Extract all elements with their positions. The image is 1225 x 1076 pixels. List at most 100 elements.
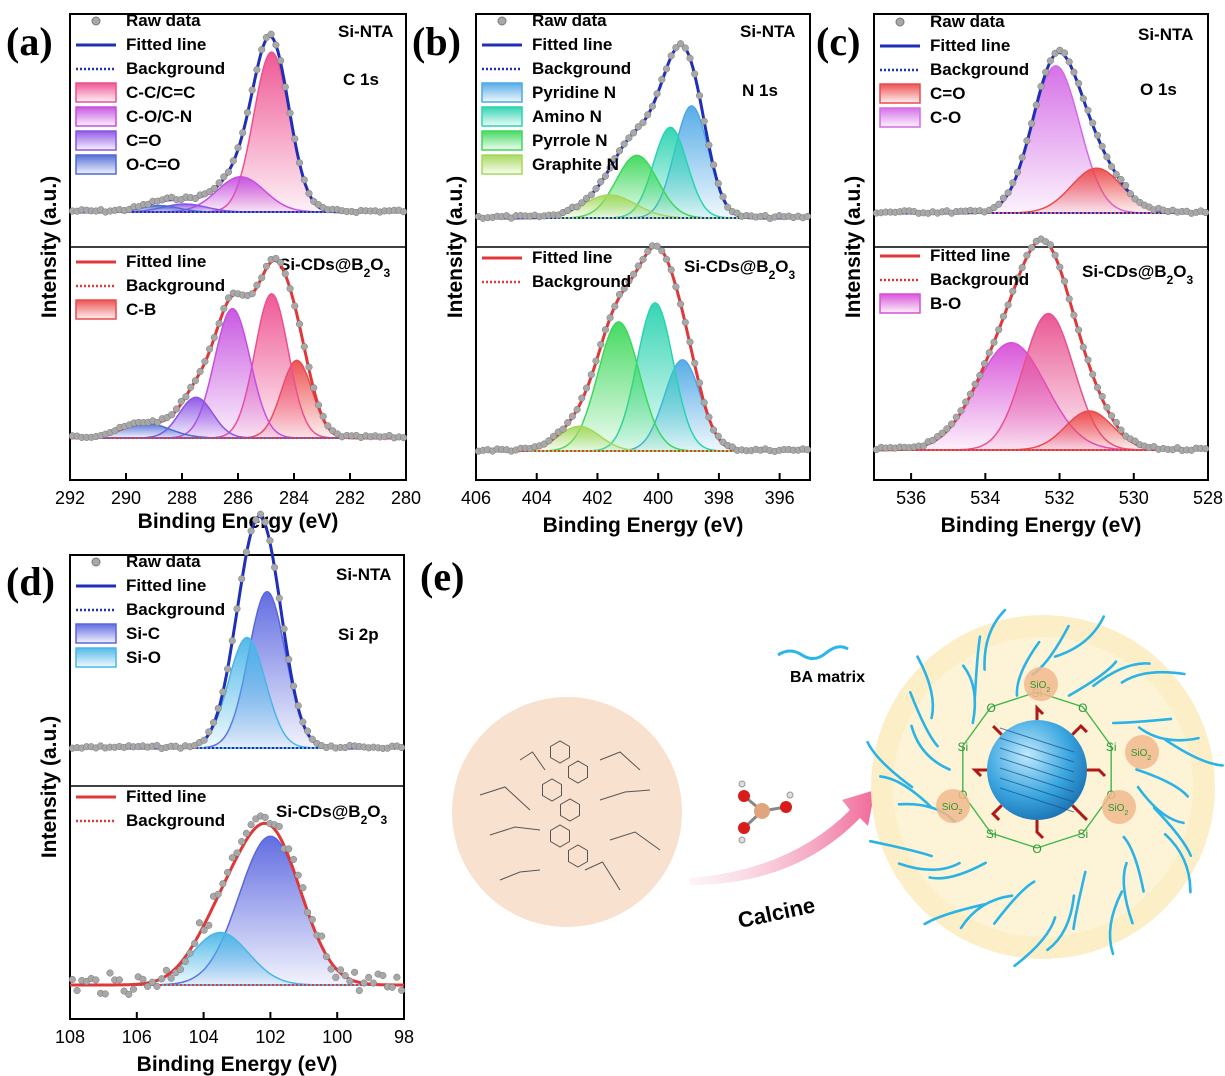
sample-top-b: Si-NTA <box>740 22 795 41</box>
raw-data-point <box>999 194 1007 202</box>
ba-fiber <box>869 839 933 858</box>
raw-data-point <box>686 54 694 62</box>
x-tick-label: 400 <box>643 488 673 508</box>
raw-data-point <box>634 262 642 270</box>
raw-data-point <box>200 736 208 744</box>
x-tick-label: 108 <box>55 1027 85 1047</box>
raw-data-point <box>388 983 396 991</box>
raw-data-point <box>804 446 812 454</box>
raw-data-point <box>724 203 732 211</box>
legend-b-bottom: Fitted line Background <box>482 248 631 291</box>
raw-data-point <box>1032 101 1040 109</box>
legend-swatch-box <box>75 82 117 103</box>
ring-bond <box>568 760 588 784</box>
legend-c-top: Raw data Fitted line Background C=O C-O <box>879 12 1029 128</box>
legend-label: C-O <box>930 108 961 127</box>
raw-data-point <box>219 688 227 696</box>
raw-data-point <box>962 398 970 406</box>
raw-data-point <box>228 854 236 862</box>
raw-data-point <box>300 343 308 351</box>
raw-data-point <box>379 971 387 980</box>
raw-data-point <box>253 281 261 289</box>
legend-swatch-box <box>879 83 921 104</box>
ba-fiber <box>973 635 982 699</box>
raw-data-point <box>1126 190 1134 198</box>
raw-data-point <box>1018 264 1026 272</box>
raw-data-point <box>644 247 652 255</box>
raw-data-point <box>248 86 256 94</box>
raw-data-point <box>299 884 307 892</box>
raw-data-point <box>929 436 937 444</box>
ticks-a: 292 290 288 286 284 282 280 <box>55 473 421 508</box>
raw-data-point <box>705 413 713 421</box>
x-tick-label: 534 <box>970 488 1000 508</box>
raw-data-point <box>289 855 298 863</box>
legend-label: Amino N <box>532 107 602 126</box>
legend-swatch-dot <box>497 16 507 26</box>
legend-label: Raw data <box>930 12 1005 31</box>
raw-data-point <box>261 813 269 821</box>
legend-swatch-dot <box>91 16 101 26</box>
raw-data-point <box>976 371 984 380</box>
raw-data-point <box>1060 277 1069 285</box>
surface-ligand <box>1035 704 1045 720</box>
raw-data-point <box>1131 437 1139 445</box>
spectrum-a-top <box>68 30 408 216</box>
raw-data-point <box>234 144 242 152</box>
lattice-line <box>999 777 1075 803</box>
raw-data-point <box>294 871 302 879</box>
spectrum-b-bottom <box>474 242 812 455</box>
raw-data-point <box>393 973 401 981</box>
x-tick-label: 100 <box>322 1027 352 1047</box>
raw-data-point <box>215 179 223 187</box>
ba-matrix-swatch <box>777 645 849 660</box>
oxygen-label: O <box>1078 701 1087 715</box>
raw-data-point <box>398 986 406 994</box>
raw-data-point <box>1108 163 1116 171</box>
raw-data-point <box>281 270 289 278</box>
raw-data-point <box>1098 142 1106 150</box>
ring-bond <box>568 844 588 868</box>
legend-swatch-box <box>75 623 117 644</box>
raw-data-point <box>667 52 675 60</box>
raw-data-point <box>1013 274 1022 282</box>
raw-data-point <box>952 413 960 421</box>
raw-data-point <box>176 965 185 973</box>
raw-data-point <box>247 527 255 535</box>
legend-label: Fitted line <box>532 248 612 267</box>
raw-data-point <box>286 109 294 117</box>
raw-data-point <box>719 193 727 201</box>
raw-data-point <box>187 383 195 391</box>
raw-data-point <box>280 625 288 633</box>
raw-data-point <box>700 399 708 407</box>
raw-data-point <box>233 605 241 613</box>
calcine-label: Calcine <box>736 892 818 933</box>
raw-data-point <box>681 44 689 52</box>
si-o-bond <box>1036 832 1084 849</box>
raw-data-point <box>275 822 283 831</box>
ba-fiber <box>1122 861 1134 925</box>
xlabel-c: Binding Energy (eV) <box>941 514 1142 537</box>
raw-data-point <box>294 702 302 710</box>
chain-bond <box>479 786 531 811</box>
raw-data-point <box>351 968 359 976</box>
legend-label: C-C/C=C <box>126 83 195 102</box>
ticks-c: 536 534 532 530 528 <box>896 473 1223 508</box>
raw-data-point <box>224 868 232 877</box>
ba-fiber <box>910 724 951 771</box>
raw-data-point <box>938 429 946 437</box>
raw-data-point <box>256 510 265 518</box>
raw-data-point <box>943 425 951 433</box>
legend-label: Si-C <box>126 624 160 643</box>
ba-fiber <box>928 861 987 880</box>
raw-data-point <box>346 977 354 985</box>
raw-data-point <box>1004 189 1012 197</box>
raw-data-point <box>299 718 307 726</box>
raw-data-point <box>550 432 558 440</box>
raw-data-point <box>233 849 241 857</box>
legend-swatch-dot <box>895 17 905 27</box>
legend-label: O-C=O <box>126 155 180 174</box>
raw-data-point <box>985 349 993 357</box>
raw-data-point <box>578 199 586 207</box>
legend-label: Background <box>126 276 225 295</box>
